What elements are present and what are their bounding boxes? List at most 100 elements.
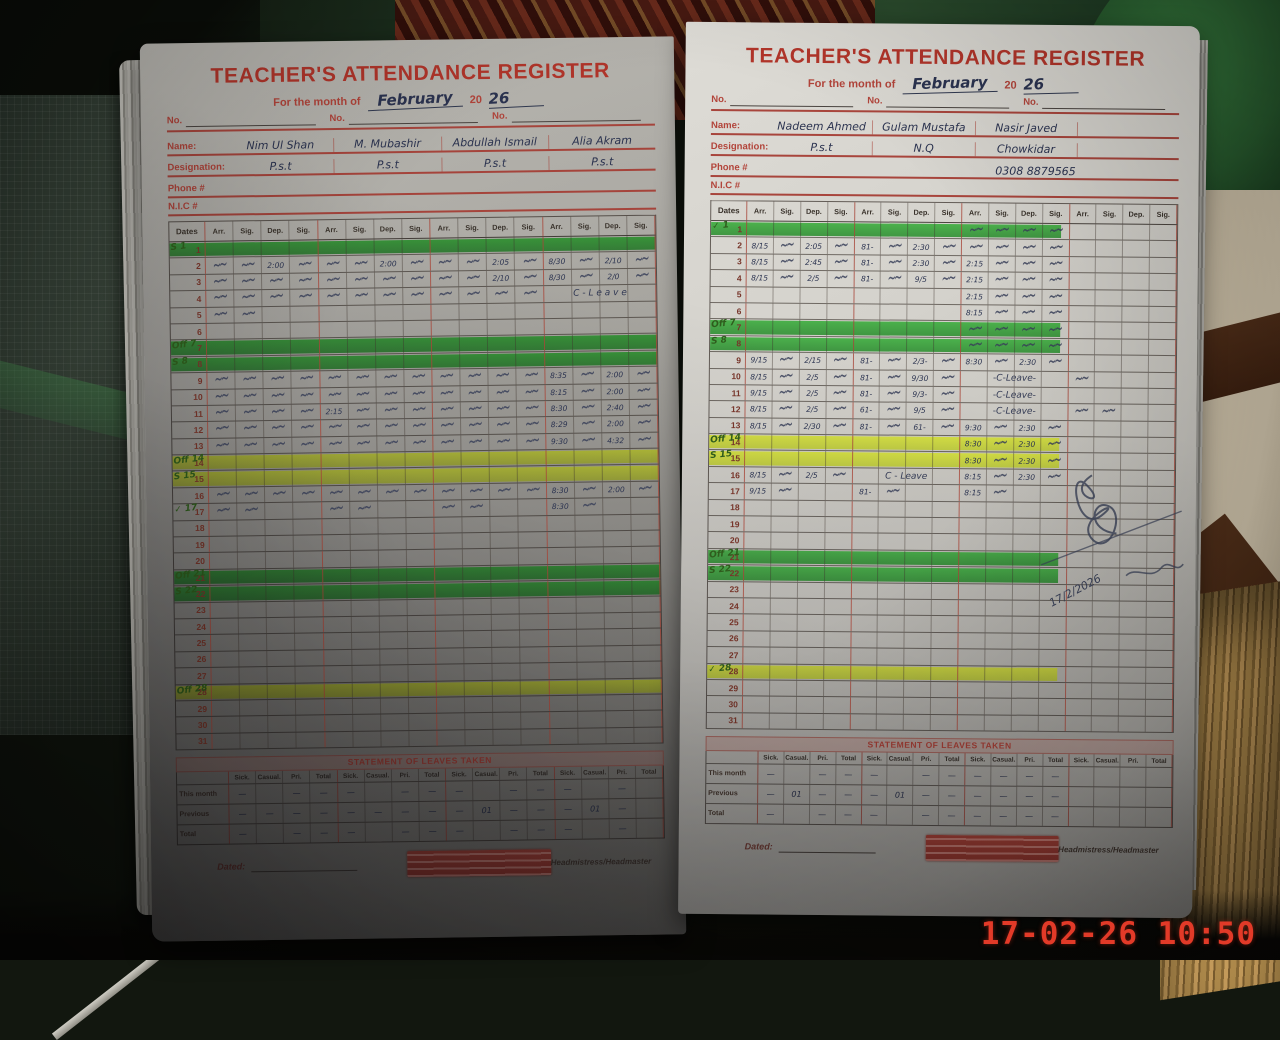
handwritten-entry: 2:05 xyxy=(492,257,510,267)
attendance-cell xyxy=(631,497,660,514)
leaves-column-header: Total xyxy=(1146,754,1173,768)
attendance-cell: ~~ xyxy=(933,403,961,419)
leaves-value: — xyxy=(766,809,775,819)
attendance-cell xyxy=(743,581,771,598)
attendance-cell xyxy=(1038,682,1066,699)
attendance-cell: 8:30 xyxy=(546,498,575,515)
attendance-cell: ~~ xyxy=(1015,305,1043,322)
attendance-cell: ~~ xyxy=(1042,223,1070,240)
leaves-row-label: Total xyxy=(705,804,759,824)
leaves-value: — xyxy=(319,788,328,798)
attendance-cell xyxy=(209,536,238,553)
attendance-cell: ~~ xyxy=(515,253,544,270)
leaves-cell xyxy=(635,778,664,799)
attendance-cell xyxy=(605,694,634,711)
attendance-cell: ~~ xyxy=(988,321,1016,338)
handwriting-scribble: ~~ xyxy=(214,421,229,438)
attendance-cell xyxy=(825,435,853,451)
attendance-cell: ~~ xyxy=(291,387,321,404)
attendance-cell xyxy=(1092,634,1120,650)
attendance-cell xyxy=(240,732,269,749)
attendance-cell: 9:30 xyxy=(545,433,575,450)
attendance-cell: ~~ xyxy=(346,272,375,289)
handwritten-entry: 9:30 xyxy=(550,436,568,446)
attendance-cell: ~~ xyxy=(374,271,404,288)
attendance-cell xyxy=(742,713,770,729)
leaves-column-header: Total xyxy=(310,770,338,783)
pen-note: ✓ 1 xyxy=(711,220,730,232)
attendance-cell xyxy=(604,645,634,662)
handwritten-entry: 2/10 xyxy=(492,273,510,283)
attendance-cell: ~~ xyxy=(434,500,463,517)
day-number: 13 xyxy=(709,417,746,434)
attendance-cell xyxy=(905,484,933,501)
handwriting-scribble: ~~ xyxy=(524,417,538,434)
attendance-cell: ~~ xyxy=(432,402,462,419)
handwriting-scribble: ~~ xyxy=(1048,305,1062,322)
attendance-cell xyxy=(351,600,380,616)
attendance-cell xyxy=(347,354,377,371)
leaves-cell xyxy=(1094,787,1121,807)
attendance-cell: ~~ xyxy=(458,254,488,271)
attendance-cell xyxy=(235,355,264,372)
attendance-cell xyxy=(463,598,493,615)
attendance-cell: 61- xyxy=(906,419,934,436)
day-number: 2 xyxy=(710,237,748,254)
leaves-cell xyxy=(636,798,664,819)
attendance-cell: ~~ xyxy=(826,353,854,369)
attendance-cell xyxy=(824,549,852,566)
attendance-cell xyxy=(1066,584,1094,601)
attendance-cell xyxy=(825,500,853,517)
attendance-cell xyxy=(984,682,1012,698)
attendance-cell xyxy=(375,304,404,321)
attendance-cell xyxy=(546,466,575,482)
nic-row: N.I.C # xyxy=(710,176,1179,200)
attendance-cell: ~~ xyxy=(1015,240,1043,256)
attendance-cell xyxy=(319,321,348,338)
attendance-cell xyxy=(1094,470,1122,486)
handwriting-scribble: ~~ xyxy=(578,252,592,269)
attendance-cell xyxy=(324,682,353,699)
handwritten-entry: 2:15 xyxy=(966,275,984,285)
attendance-cell xyxy=(627,235,656,252)
attendance-cell: ~~ xyxy=(1015,272,1043,289)
attendance-cell xyxy=(931,599,959,616)
attendance-cell xyxy=(932,485,960,501)
leaves-cell: — xyxy=(861,765,888,785)
handwritten-entry: 2/15 xyxy=(804,356,822,366)
leaves-column-header: Total xyxy=(418,768,447,782)
day-number: 18 xyxy=(708,499,745,516)
attendance-cell xyxy=(459,303,488,320)
handwriting-scribble: ~~ xyxy=(411,435,426,452)
leaves-cell: — xyxy=(337,802,366,823)
attendance-cell xyxy=(380,714,410,731)
camera-timestamp: 17-02-26 10:50 xyxy=(980,916,1256,952)
attendance-cell: ~~ xyxy=(430,254,460,271)
attendance-cell xyxy=(771,549,799,565)
leaves-value: — xyxy=(999,811,1008,821)
attendance-cell xyxy=(1094,453,1122,470)
attendance-cell xyxy=(491,565,520,582)
column-header: Sig. xyxy=(402,218,431,239)
attendance-cell xyxy=(264,470,294,486)
handwriting-scribble: ~~ xyxy=(522,269,536,286)
handwriting-scribble: ~~ xyxy=(468,483,483,500)
attendance-cell xyxy=(880,320,908,337)
attendance-cell xyxy=(877,665,905,681)
attendance-cell xyxy=(1011,715,1039,731)
attendance-cell xyxy=(378,566,408,583)
attendance-cell: ~~ xyxy=(377,484,407,501)
attendance-cell xyxy=(235,339,264,356)
attendance-cell xyxy=(903,714,931,731)
handwriting-scribble: ~~ xyxy=(299,420,313,437)
handwriting-scribble: ~~ xyxy=(522,286,537,303)
attendance-cell xyxy=(375,321,404,337)
handwriting-scribble: ~~ xyxy=(215,487,230,504)
attendance-cell xyxy=(772,336,800,352)
leaves-value: 01 xyxy=(481,806,492,816)
attendance-cell: ~~ xyxy=(264,404,293,421)
attendance-cell xyxy=(1147,536,1175,552)
handwriting-scribble: ~~ xyxy=(466,287,480,303)
handwriting-scribble: ~~ xyxy=(212,290,227,307)
attendance-cell xyxy=(545,449,575,466)
